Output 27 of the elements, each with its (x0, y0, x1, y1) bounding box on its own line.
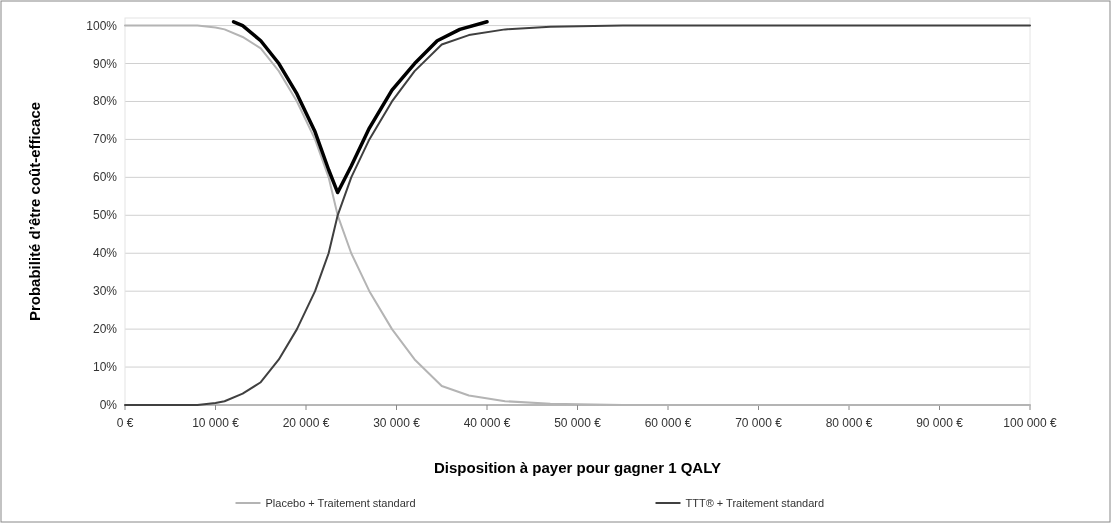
y-tick-label: 100% (86, 18, 118, 33)
x-tick-label: 70 000 € (735, 416, 783, 430)
x-tick-label: 30 000 € (373, 416, 421, 430)
legend-label: TTT® + Traitement standard (685, 497, 825, 509)
y-tick-label: 90% (92, 56, 118, 71)
y-tick-label: 10% (92, 360, 118, 375)
x-tick-label: 20 000 € (282, 416, 330, 430)
x-tick-label: 100 000 € (1003, 416, 1058, 430)
x-tick-label: 60 000 € (644, 416, 692, 430)
x-tick-label: 50 000 € (554, 416, 602, 430)
y-axis-title: Probabilité d’être coût-efficace (26, 101, 43, 322)
x-tick-label: 90 000 € (916, 416, 964, 430)
y-tick-label: 70% (92, 132, 118, 147)
x-tick-label: 40 000 € (463, 416, 511, 430)
y-tick-label: 60% (92, 170, 118, 185)
line-series (231, 20, 489, 195)
y-tick-label: 0% (99, 398, 118, 412)
y-tick-label: 50% (92, 208, 118, 223)
y-tick-label: 40% (92, 246, 118, 261)
y-tick-label: 80% (92, 94, 118, 109)
y-tick-label: 30% (92, 284, 118, 299)
x-tick-label: 80 000 € (825, 416, 873, 430)
y-tick-label: 20% (92, 322, 118, 337)
x-tick-label: 10 000 € (192, 416, 240, 430)
x-tick-label: 0 € (116, 416, 134, 430)
legend-label: Placebo + Traitement standard (265, 497, 416, 509)
x-axis-title: Disposition à payer pour gagner 1 QALY (433, 459, 722, 476)
